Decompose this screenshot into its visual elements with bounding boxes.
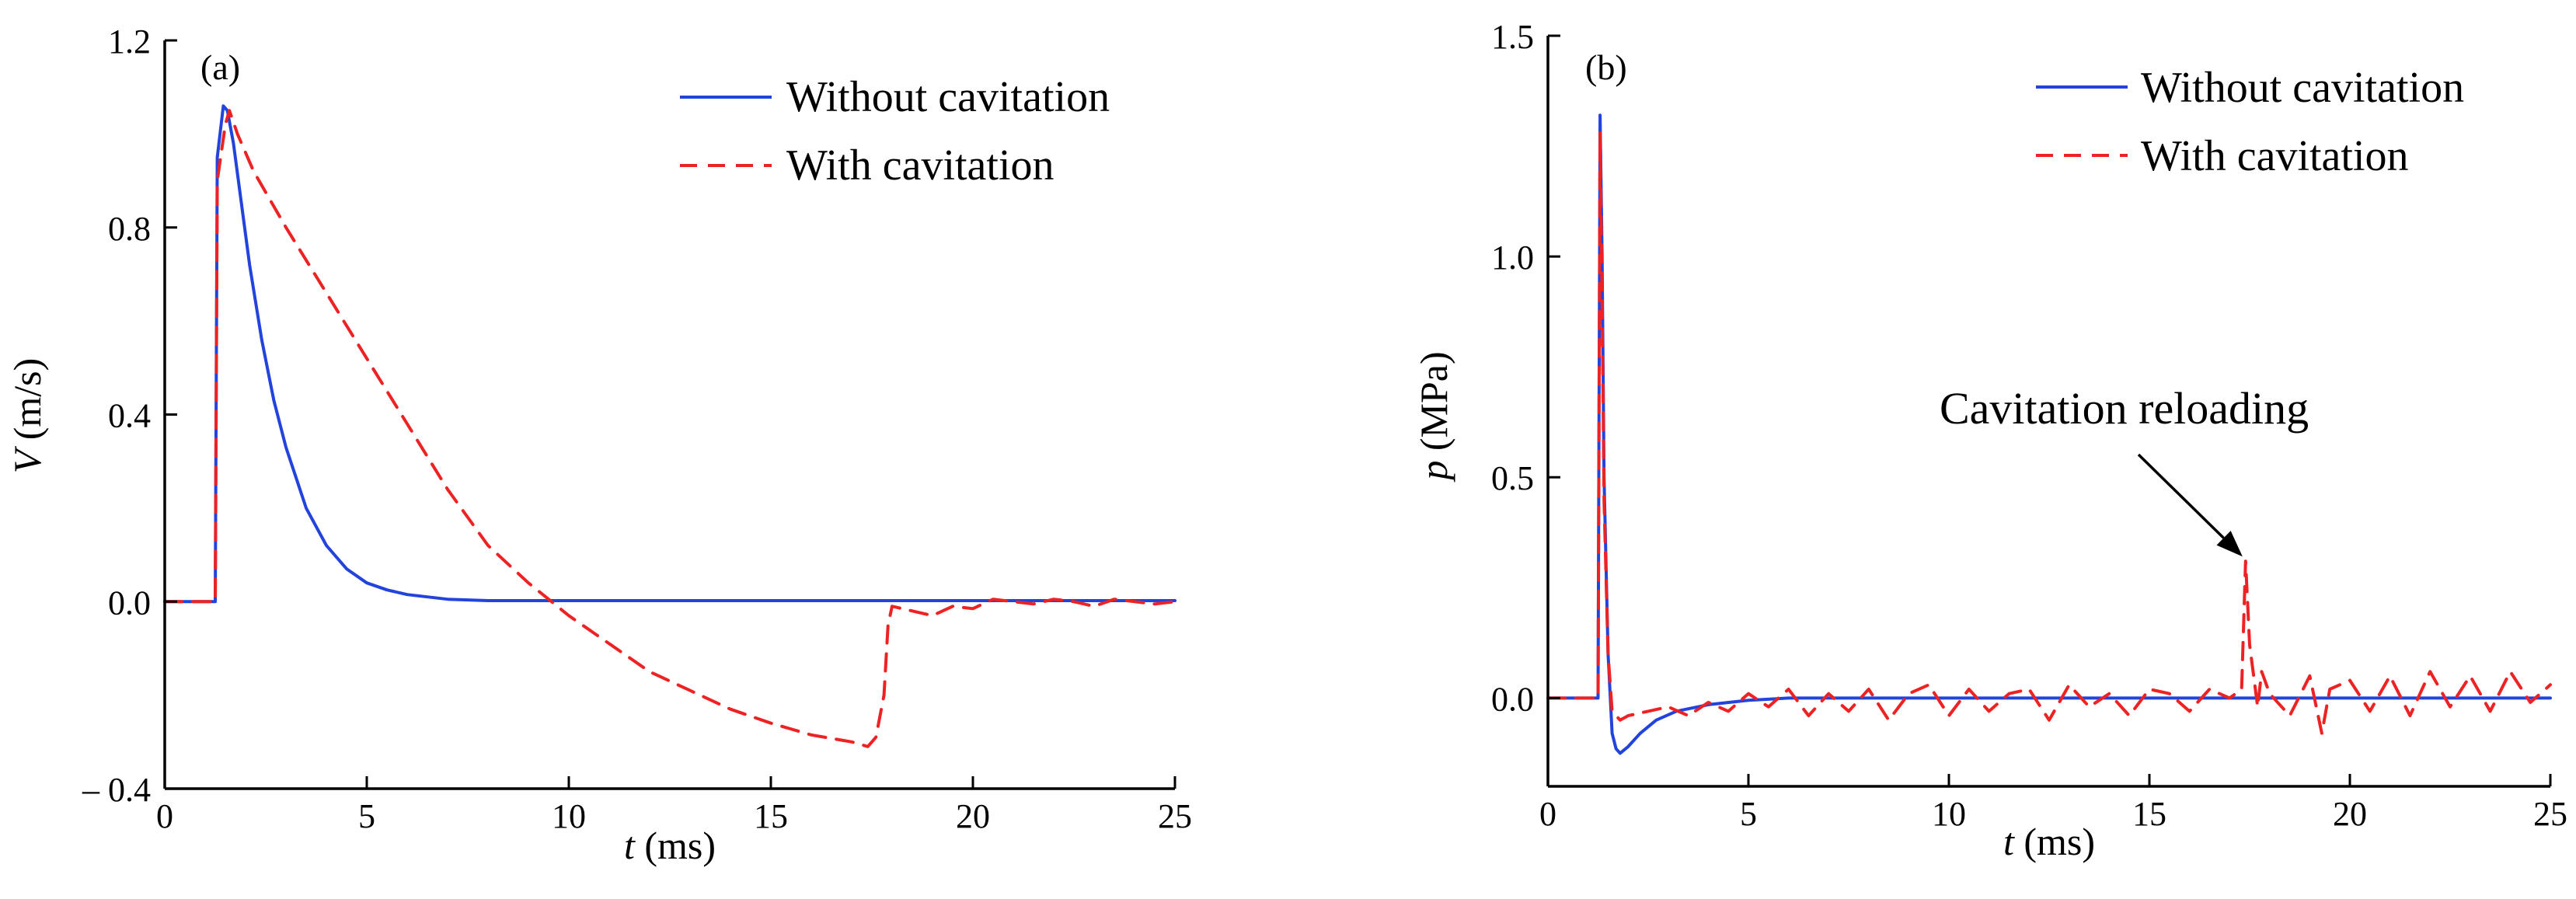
- annotation-arrow-head: [2216, 531, 2243, 557]
- y-axis-label-a: V (m/s): [5, 358, 49, 474]
- plot-area-a: [163, 104, 1176, 748]
- chart-panel-b: 0 5 10 15 20 25 0.0 0.5 1.0 1.5 (b) t (ms) p (MPa…: [1412, 18, 2567, 863]
- x-tick-label-b: 0: [1539, 795, 1556, 833]
- x-axis-label-b: t (ms): [2003, 820, 2095, 863]
- series-line-without-cavitation-b: [1546, 113, 2552, 755]
- series-line-with-cavitation-b: [1546, 131, 2552, 735]
- legend-b: Without cavitation With cavitation: [2036, 64, 2464, 180]
- y-tick-label-a: 1.2: [108, 23, 151, 61]
- y-axis-label-var-a: V: [5, 445, 49, 473]
- ticks-a: 0 5 10 15 20 25 – 0.4 0.0 0.4 0.8 1.2: [82, 23, 1192, 835]
- legend-a: Without cavitation With cavitation: [680, 73, 1110, 190]
- y-tick-label-b: 1.0: [1491, 239, 1534, 277]
- ticks-b: 0 5 10 15 20 25 0.0 0.5 1.0 1.5: [1491, 18, 2567, 833]
- chart-panel-a: 0 5 10 15 20 25 – 0.4 0.0 0.4 0.8 1.2 (a) t (ms) V…: [5, 23, 1192, 867]
- x-axis-label-a: t (ms): [624, 824, 716, 867]
- x-tick-label-b: 10: [1932, 795, 1966, 833]
- x-tick-label-a: 25: [1158, 797, 1192, 835]
- plot-area-b: [1546, 113, 2552, 755]
- annotation-text: Cavitation reloading: [1940, 383, 2309, 434]
- legend-label-without-b: Without cavitation: [2141, 64, 2464, 112]
- panel-label-a: (a): [200, 47, 240, 87]
- y-tick-label-a: – 0.4: [82, 771, 151, 809]
- y-axis-label-unit-a: (m/s): [5, 358, 49, 441]
- x-tick-label-a: 5: [358, 797, 375, 835]
- x-tick-label-a: 10: [552, 797, 586, 835]
- x-axis-label-var-a: t: [624, 824, 636, 867]
- series-line-without-cavitation-a: [163, 104, 1176, 604]
- y-axis-label-b: p (MPa): [1412, 351, 1455, 482]
- y-tick-label-a: 0.0: [108, 584, 151, 622]
- legend-label-with-a: With cavitation: [786, 141, 1054, 190]
- y-tick-label-b: 0.5: [1491, 459, 1534, 497]
- x-tick-label-b: 20: [2333, 795, 2367, 833]
- y-axis-label-unit-b: (MPa): [1412, 351, 1455, 451]
- legend-label-without-a: Without cavitation: [786, 73, 1110, 121]
- x-tick-label-b: 15: [2132, 795, 2166, 833]
- y-tick-label-a: 0.8: [108, 210, 151, 248]
- x-tick-label-a: 0: [156, 797, 173, 835]
- annotation-b: Cavitation reloading: [1940, 383, 2309, 557]
- series-line-with-cavitation-a: [163, 109, 1176, 748]
- y-tick-label-b: 0.0: [1491, 680, 1534, 718]
- x-tick-label-b: 25: [2533, 795, 2567, 833]
- x-axis-label-unit-b: (ms): [2024, 820, 2095, 863]
- x-axis-label-unit-a: (ms): [644, 824, 716, 867]
- x-axis-label-var-b: t: [2003, 820, 2015, 863]
- x-tick-label-b: 5: [1740, 795, 1757, 833]
- x-tick-label-a: 20: [956, 797, 990, 835]
- y-tick-label-a: 0.4: [108, 397, 151, 435]
- y-axis-label-var-b: p: [1412, 461, 1455, 483]
- annotation-arrow-line: [2137, 453, 2225, 539]
- legend-label-with-b: With cavitation: [2141, 132, 2409, 180]
- panel-label-b: (b): [1585, 47, 1627, 87]
- y-tick-label-b: 1.5: [1491, 18, 1534, 56]
- x-tick-label-a: 15: [754, 797, 788, 835]
